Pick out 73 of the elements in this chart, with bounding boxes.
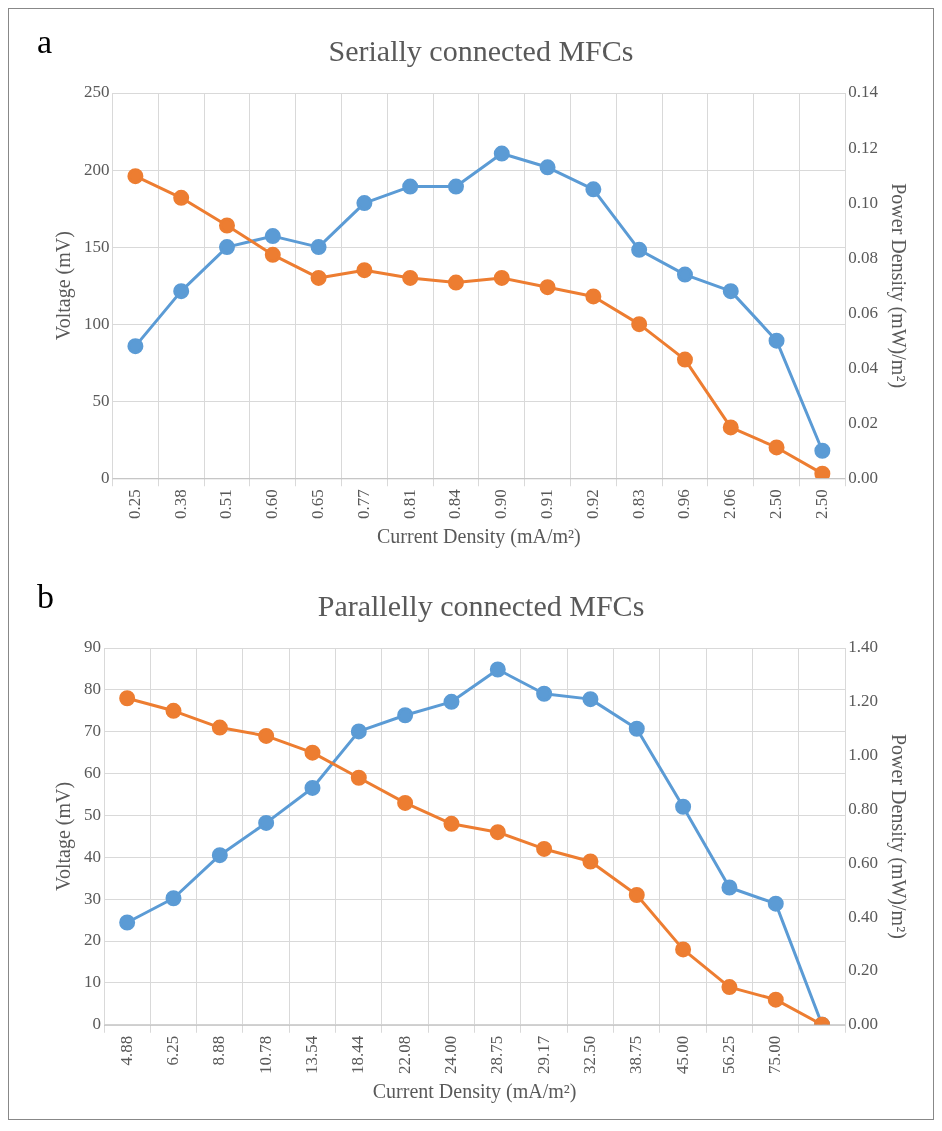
text: b bbox=[37, 577, 54, 615]
y-tick-label: 50 bbox=[84, 804, 101, 824]
x-tick-label: 4.88 bbox=[116, 1035, 136, 1066]
x-tick-label: 45.00 bbox=[672, 1035, 692, 1074]
x-tick-label: 2.06 bbox=[720, 489, 740, 519]
y2-tick-label: 0.06 bbox=[848, 302, 878, 322]
x-tick-label: 56.25 bbox=[718, 1035, 738, 1074]
x-tick-label: 32.50 bbox=[579, 1035, 599, 1074]
x-tick-label: 22.08 bbox=[394, 1035, 414, 1074]
y-tick-label: 0 bbox=[101, 467, 110, 487]
y-tick-label: 30 bbox=[84, 888, 101, 908]
y-tick-label: 0 bbox=[92, 1014, 101, 1034]
y-tick-label: 80 bbox=[84, 679, 101, 699]
y2-tick-label: 0.10 bbox=[848, 192, 878, 212]
y2-tick-label: 0.14 bbox=[848, 82, 879, 102]
y2-tick-label: 1.20 bbox=[848, 691, 878, 711]
x-tick-label: 2.50 bbox=[811, 489, 831, 519]
x-tick-label: 28.75 bbox=[487, 1035, 507, 1074]
chart-title: Serially connected MFCs bbox=[328, 33, 634, 67]
y-tick-label: 60 bbox=[84, 763, 101, 783]
x-tick-label: 0.84 bbox=[445, 488, 465, 519]
y-tick-label: 150 bbox=[84, 236, 110, 256]
x-tick-label: 13.54 bbox=[301, 1035, 321, 1074]
x-tick-label: 0.96 bbox=[674, 489, 694, 519]
y2-tick-label: 1.00 bbox=[848, 745, 878, 765]
x-axis-title: Current Density (mA/m²) bbox=[372, 1080, 577, 1104]
y-tick-label: 90 bbox=[84, 637, 101, 657]
text: a bbox=[37, 22, 53, 60]
y2-tick-label: 0.40 bbox=[848, 906, 878, 926]
x-tick-label: 0.65 bbox=[308, 489, 328, 519]
y2-tick-label: 0.20 bbox=[848, 960, 878, 980]
x-tick-label: 0.91 bbox=[537, 489, 557, 519]
x-tick-label: 0.77 bbox=[353, 488, 373, 519]
x-tick-label: 18.44 bbox=[348, 1035, 368, 1074]
x-tick-label: 0.38 bbox=[170, 489, 190, 519]
y2-tick-label: 0.02 bbox=[848, 412, 878, 432]
y-tick-label: 50 bbox=[92, 390, 110, 410]
y2-tick-label: 1.40 bbox=[848, 637, 878, 657]
x-tick-label: 0.83 bbox=[628, 489, 648, 519]
x-tick-label: 0.25 bbox=[124, 489, 144, 519]
x-tick-label: 24.00 bbox=[440, 1035, 460, 1074]
x-tick-label: 2.50 bbox=[766, 489, 786, 519]
x-tick-label: 8.88 bbox=[209, 1035, 229, 1066]
y-tick-label: 100 bbox=[84, 313, 110, 333]
x-tick-label: 38.75 bbox=[626, 1035, 646, 1074]
y2-tick-label: 0.12 bbox=[848, 137, 878, 157]
y2-axis-title: Power Density (mW)/m²) bbox=[886, 183, 910, 389]
y2-tick-label: 0.00 bbox=[848, 467, 878, 487]
y2-tick-label: 0.60 bbox=[848, 852, 878, 872]
y-tick-label: 20 bbox=[84, 930, 101, 950]
x-tick-label: 6.25 bbox=[162, 1035, 182, 1066]
x-tick-label: 10.78 bbox=[255, 1035, 275, 1074]
y-axis-title: Voltage (mV) bbox=[52, 231, 76, 341]
y-tick-label: 70 bbox=[84, 721, 101, 741]
y-tick-label: 250 bbox=[84, 82, 110, 102]
x-axis-title: Current Density (mA/m²) bbox=[377, 525, 581, 549]
y2-tick-label: 0.80 bbox=[848, 798, 878, 818]
y2-tick-label: 0.08 bbox=[848, 247, 878, 267]
y-tick-label: 200 bbox=[84, 159, 110, 179]
y-axis-title: Voltage (mV) bbox=[52, 781, 76, 891]
x-tick-label: 0.51 bbox=[216, 489, 236, 519]
y2-tick-label: 0.00 bbox=[848, 1014, 878, 1034]
y2-axis-title: Power Density (mW)/m²) bbox=[886, 733, 910, 939]
x-tick-label: 0.60 bbox=[262, 489, 282, 519]
x-tick-label: 0.92 bbox=[582, 489, 602, 519]
x-tick-label: 0.90 bbox=[491, 489, 511, 519]
x-tick-label: 0.81 bbox=[399, 489, 419, 519]
x-tick-label: 29.17 bbox=[533, 1035, 553, 1074]
y-tick-label: 10 bbox=[84, 972, 101, 992]
x-tick-label: 75.00 bbox=[765, 1035, 785, 1074]
y-tick-label: 40 bbox=[84, 846, 101, 866]
chart-title: Parallelly connected MFCs bbox=[317, 588, 645, 622]
y2-tick-label: 0.04 bbox=[848, 357, 879, 377]
